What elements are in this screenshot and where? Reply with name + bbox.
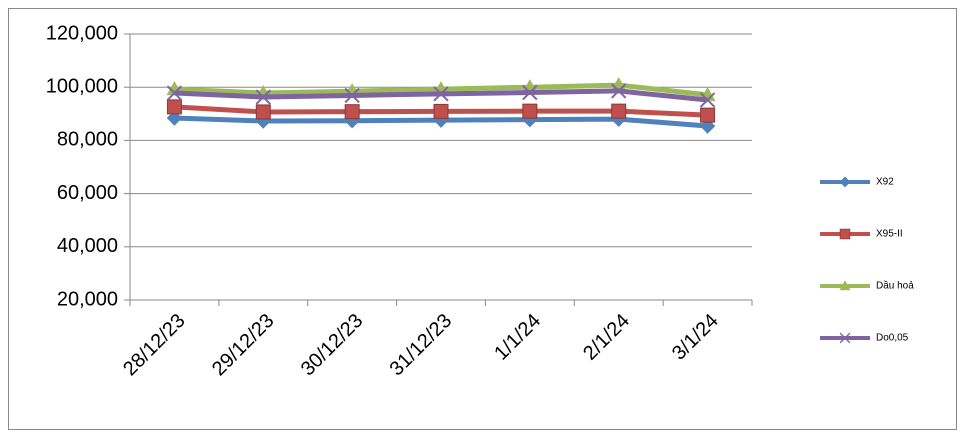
legend-label: Dầu hoả <box>876 280 914 292</box>
y-tick-label: 80,000 <box>57 129 118 151</box>
data-point <box>611 83 627 99</box>
chart-border <box>8 8 957 430</box>
legend-label: X95-II <box>876 229 903 240</box>
x-tick-label: 3/1/24 <box>668 310 723 365</box>
x-tick-label: 1/1/24 <box>490 310 545 365</box>
data-point <box>166 99 182 115</box>
data-point <box>255 89 271 105</box>
x-tick-label: 31/12/23 <box>386 310 457 381</box>
x-tick-label: 29/12/23 <box>208 310 279 381</box>
data-point <box>166 85 183 101</box>
data-point <box>433 86 449 102</box>
x-tick-label: 28/12/23 <box>119 310 190 381</box>
x-tick-label: 2/1/24 <box>579 310 634 365</box>
legend-marker <box>839 280 851 291</box>
data-point <box>344 104 360 120</box>
legend-marker <box>839 228 851 240</box>
y-tick-label: 60,000 <box>57 182 118 204</box>
data-point <box>611 103 627 119</box>
data-point <box>255 104 271 120</box>
legend-label: X92 <box>876 177 894 188</box>
x-tick-label: 30/12/23 <box>297 310 368 381</box>
data-point <box>522 84 538 101</box>
legend-marker <box>839 176 851 188</box>
data-point <box>699 92 716 108</box>
data-point <box>522 103 538 119</box>
y-tick-label: 100,000 <box>46 75 118 97</box>
legend-label: Do0,05 <box>876 333 909 344</box>
y-tick-label: 120,000 <box>46 22 118 44</box>
data-point <box>700 107 716 123</box>
y-tick-label: 40,000 <box>57 235 118 257</box>
y-tick-label: 20,000 <box>57 288 118 310</box>
legend-marker <box>839 332 851 344</box>
data-point <box>344 87 360 104</box>
data-point <box>433 103 449 119</box>
data-point <box>166 110 183 126</box>
